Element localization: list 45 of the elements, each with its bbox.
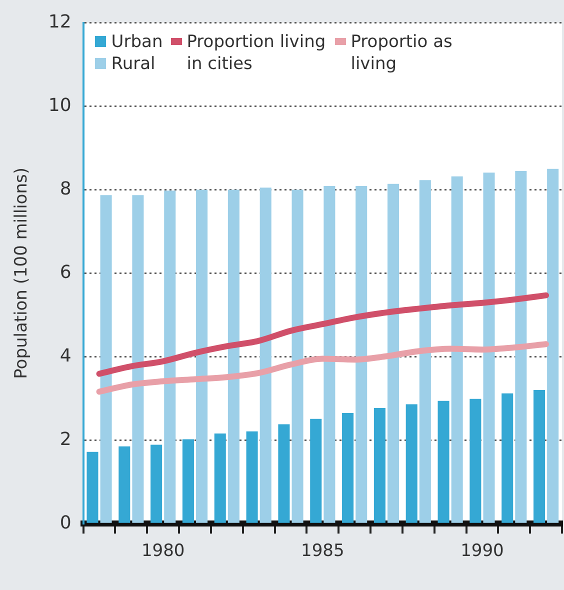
- y-tick-label: 8: [60, 178, 72, 200]
- bar: [292, 190, 304, 523]
- bar: [356, 186, 368, 523]
- bar: [419, 180, 431, 523]
- legend-label: Urban: [111, 30, 163, 53]
- legend-label: Rural: [111, 52, 156, 75]
- legend-label: Proportio as living: [350, 30, 454, 75]
- bar: [260, 188, 272, 523]
- bar: [324, 186, 336, 523]
- x-tick-label: 1990: [460, 541, 504, 562]
- y-axis-title: Population (100 millions): [12, 168, 32, 379]
- bar: [387, 184, 400, 523]
- bar: [278, 424, 290, 523]
- y-tick-label: 12: [48, 11, 72, 32]
- bar: [132, 195, 144, 523]
- bar: [483, 172, 495, 523]
- bar: [182, 439, 194, 523]
- legend-label: Proportion living in cities: [186, 30, 327, 75]
- bar: [118, 446, 130, 523]
- bar: [228, 190, 240, 523]
- bar: [342, 413, 354, 523]
- bar: [100, 195, 112, 523]
- y-tick-label: 6: [60, 262, 72, 283]
- y-tick-label: 4: [60, 345, 72, 366]
- bar: [438, 400, 450, 523]
- bar: [196, 190, 208, 523]
- bar: [515, 170, 527, 523]
- bar: [533, 390, 546, 523]
- x-tick-label: 1985: [301, 541, 344, 562]
- y-tick-label: 10: [48, 94, 72, 116]
- bar: [150, 444, 162, 523]
- bar: [310, 418, 322, 523]
- bar: [406, 404, 418, 523]
- x-tick-label: 1980: [141, 541, 185, 562]
- bar: [451, 176, 463, 523]
- bar: [214, 433, 226, 523]
- bar: [374, 408, 386, 523]
- bar: [164, 190, 176, 523]
- bar: [86, 452, 98, 523]
- bar: [547, 168, 559, 523]
- bar: [246, 431, 258, 523]
- bar: [470, 398, 482, 523]
- bar: [502, 393, 514, 523]
- y-tick-label: 0: [60, 512, 72, 534]
- y-tick-label: 2: [60, 428, 72, 450]
